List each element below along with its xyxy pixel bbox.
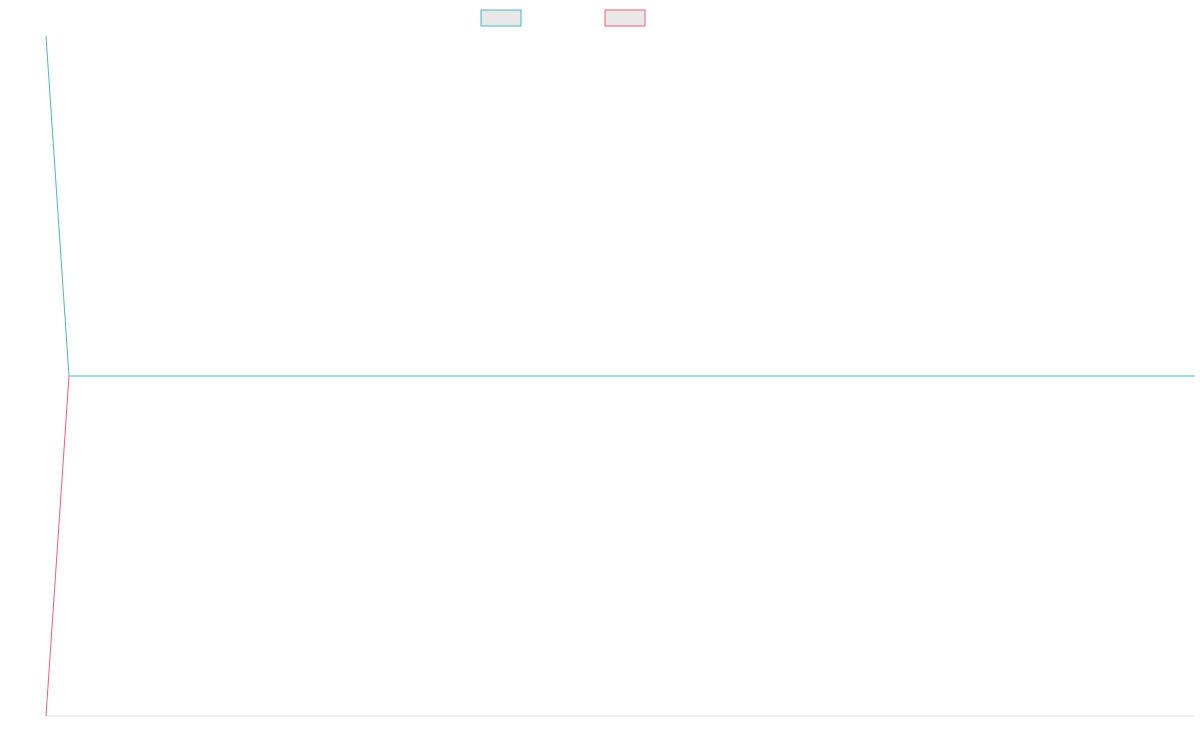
series-layer — [45, 35, 1195, 717]
series-line-2 — [45, 375, 1195, 717]
legend-item-1[interactable] — [480, 9, 522, 27]
legend-swatch-2 — [604, 9, 646, 27]
series-line-1 — [45, 35, 1195, 377]
legend-item-2[interactable] — [604, 9, 646, 27]
legend — [480, 9, 646, 27]
legend-swatch-1 — [480, 9, 522, 27]
